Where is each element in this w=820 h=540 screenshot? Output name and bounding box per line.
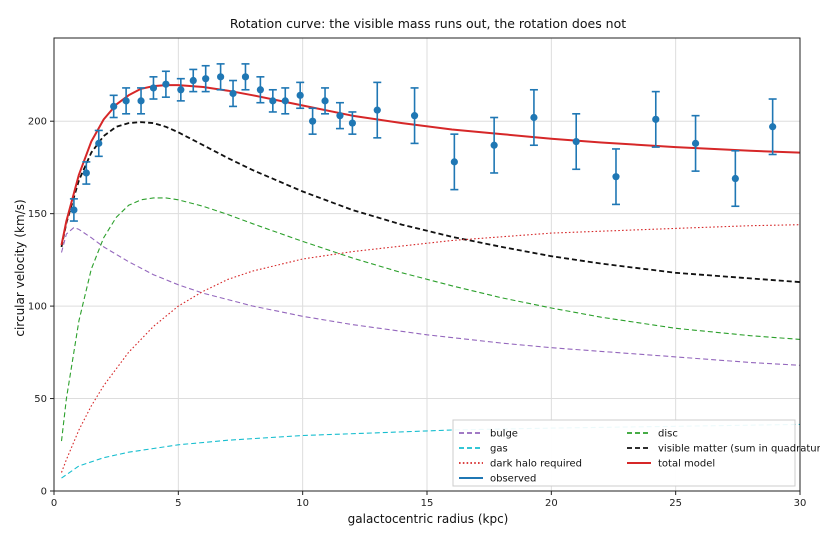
data-point xyxy=(691,139,700,147)
x-tick-label: 30 xyxy=(794,498,807,509)
x-tick-label: 5 xyxy=(175,498,181,509)
model-curves xyxy=(60,84,801,479)
data-point xyxy=(652,115,660,123)
x-tick-label: 20 xyxy=(545,498,558,509)
data-point xyxy=(229,89,237,98)
data-point xyxy=(348,119,356,127)
y-tick-label: 50 xyxy=(34,394,47,405)
grid xyxy=(53,38,801,492)
legend-entry: visible matter (sum in quadrature) xyxy=(658,444,820,455)
data-point xyxy=(256,86,264,94)
data-point xyxy=(612,173,620,181)
data-point xyxy=(110,102,118,111)
legend-entry: disc xyxy=(658,429,678,440)
data-point xyxy=(410,112,419,120)
data-point xyxy=(769,123,777,131)
x-tick-label: 15 xyxy=(421,498,434,509)
legend-entry: gas xyxy=(490,444,508,455)
data-point xyxy=(202,75,210,83)
data-point xyxy=(572,137,580,146)
legend-entry: observed xyxy=(490,474,536,485)
data-point xyxy=(95,139,103,147)
x-axis-label: galactocentric radius (kpc) xyxy=(348,512,509,526)
data-point xyxy=(241,73,250,81)
series-line-total xyxy=(60,84,801,246)
series-line-visible xyxy=(60,121,801,283)
data-point xyxy=(137,97,145,105)
y-tick-label: 150 xyxy=(28,209,47,220)
data-point xyxy=(321,97,329,105)
x-tick-label: 10 xyxy=(296,498,309,509)
axis-ticks: 0 5 10 15 20 25 30 0 50 100 150 200 xyxy=(28,117,806,509)
data-point xyxy=(70,206,78,214)
legend: bulge disc gas visible matter (sum in quadr… xyxy=(452,419,820,487)
data-point xyxy=(269,97,277,105)
chart-title: Rotation curve: the visible mass runs ou… xyxy=(230,16,626,31)
y-tick-label: 200 xyxy=(28,117,47,128)
x-tick-label: 0 xyxy=(51,498,57,509)
data-point xyxy=(530,113,538,122)
data-point xyxy=(281,97,289,105)
data-point xyxy=(122,97,130,105)
y-axis-label: circular velocity (km/s) xyxy=(13,199,27,336)
series-line-disc xyxy=(60,197,801,442)
data-point xyxy=(450,158,458,166)
data-point xyxy=(177,86,185,94)
data-point xyxy=(162,80,170,88)
series-line-dark xyxy=(60,224,801,473)
y-tick-label: 0 xyxy=(41,487,47,498)
legend-entry: dark halo required xyxy=(490,459,582,470)
data-point xyxy=(336,112,344,120)
data-point xyxy=(373,106,381,114)
data-point xyxy=(82,169,90,177)
legend-entry: total model xyxy=(658,459,715,470)
x-tick-label: 25 xyxy=(669,498,682,509)
data-point xyxy=(296,91,304,99)
data-point xyxy=(731,174,739,183)
data-point xyxy=(217,73,225,81)
legend-entry: bulge xyxy=(490,429,518,440)
y-tick-label: 100 xyxy=(28,302,47,313)
series-line-bulge xyxy=(60,226,801,366)
data-point xyxy=(309,117,317,125)
data-point xyxy=(490,141,498,149)
legend-box xyxy=(452,419,796,487)
data-point xyxy=(149,84,158,92)
observed-points xyxy=(69,63,777,222)
data-point xyxy=(189,76,197,85)
